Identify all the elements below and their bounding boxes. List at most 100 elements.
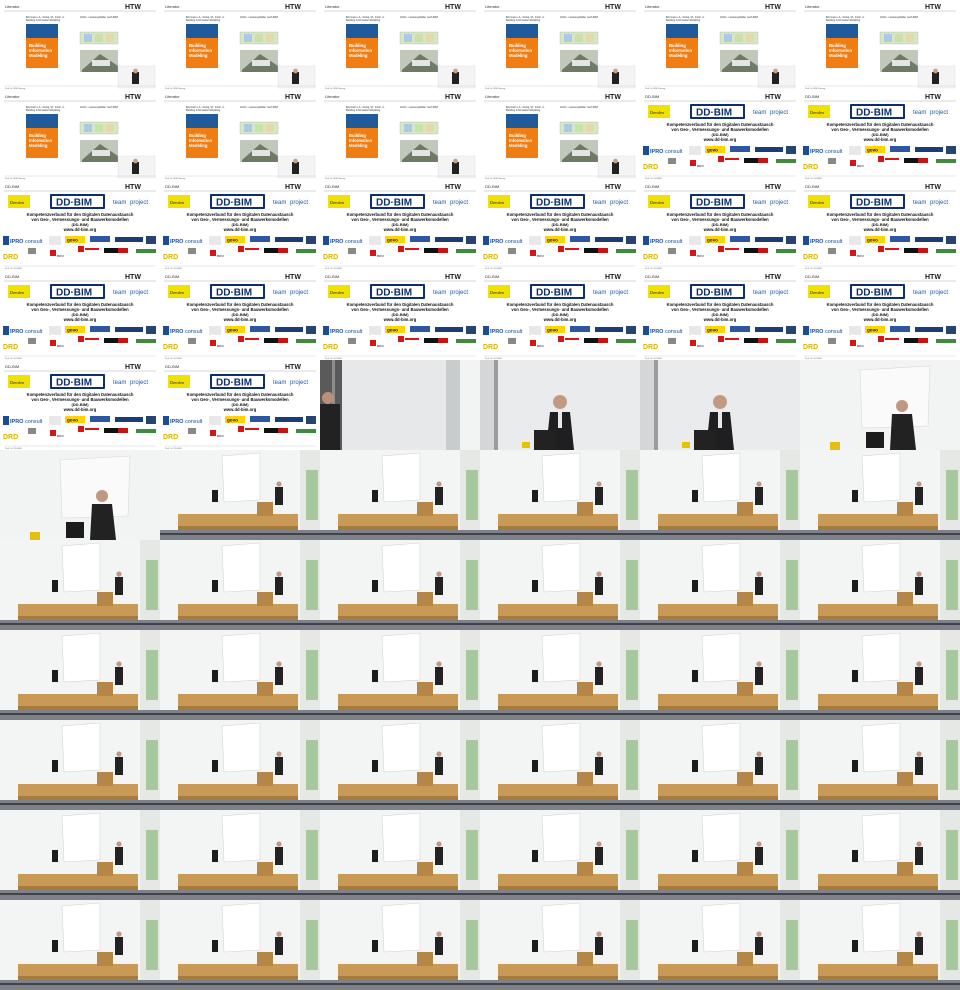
projection-screen bbox=[221, 722, 261, 773]
svg-text:DRD: DRD bbox=[643, 164, 658, 171]
slide-header-label: Literatur bbox=[805, 4, 820, 9]
svg-text:Building Information Modeling: Building Information Modeling bbox=[346, 18, 381, 22]
speaker-figure bbox=[915, 841, 923, 865]
slide-url: www.dd-bim.org bbox=[703, 137, 737, 142]
slide-header-label: Literatur bbox=[645, 4, 660, 9]
svg-text:DRD: DRD bbox=[323, 344, 338, 351]
stage-desk bbox=[338, 604, 458, 620]
htw-logo: HTW bbox=[285, 4, 301, 11]
partner-logos-row-1: IPRO consult govo bbox=[643, 326, 796, 335]
svg-text:Prof. Dr. BIM Vortrag: Prof. Dr. BIM Vortrag bbox=[325, 87, 346, 90]
svg-text:IPRO: IPRO bbox=[170, 329, 184, 335]
svg-text:Dresden: Dresden bbox=[330, 290, 345, 295]
projection-screen bbox=[381, 722, 421, 773]
book-cover: Building Information Modeling bbox=[26, 24, 58, 68]
svg-text:Prof. Dr. DD-BIM: Prof. Dr. DD-BIM bbox=[5, 447, 22, 450]
speaker-figure bbox=[595, 481, 603, 505]
building-render bbox=[240, 50, 278, 72]
slide-url: www.dd-bim.org bbox=[63, 407, 97, 412]
slide-header-label: DD-BIM bbox=[645, 184, 659, 189]
frame-ddbim-slide-24: DD-BIM HTW Dresden DD·BIM team project K… bbox=[800, 270, 960, 360]
svg-text:Building: Building bbox=[829, 43, 846, 48]
svg-text:consult: consult bbox=[825, 239, 843, 245]
diagram-image bbox=[559, 121, 599, 135]
building-render bbox=[240, 140, 278, 162]
projection-screen bbox=[541, 902, 581, 953]
partner-logos-row-2: DRD BDVI bbox=[803, 246, 956, 261]
stage-desk bbox=[18, 964, 138, 980]
slide-headline: Kompetenzverbund für den Digitalen Daten… bbox=[187, 212, 294, 217]
ddbim-logo: DD·BIM bbox=[210, 194, 265, 209]
svg-text:Building: Building bbox=[509, 133, 526, 138]
svg-text:Modeling: Modeling bbox=[349, 143, 368, 148]
htw-logo: HTW bbox=[445, 184, 461, 191]
svg-text:team: team bbox=[113, 200, 126, 206]
teamproject-logo: team project bbox=[113, 200, 148, 206]
svg-text:DRD: DRD bbox=[3, 254, 18, 261]
projection-screen bbox=[701, 812, 741, 863]
slide-url: www.dd-bim.org bbox=[223, 227, 257, 232]
htw-logo: HTW bbox=[925, 94, 941, 101]
slide-url: www.dd-bim.org bbox=[543, 227, 577, 232]
svg-text:von Geo-, Vermessungs- und Bau: von Geo-, Vermessungs- und Bauwerksmodel… bbox=[671, 217, 769, 222]
svg-text:DRD: DRD bbox=[643, 344, 658, 351]
projection-screen bbox=[221, 632, 261, 683]
partner-logos-row-1: IPRO consult govo bbox=[3, 416, 156, 425]
svg-text:HOAI - Leistungsbilder nach BI: HOAI - Leistungsbilder nach BIM bbox=[240, 15, 278, 19]
projection-screen bbox=[221, 902, 261, 953]
slide-header-label: DD-BIM bbox=[325, 184, 339, 189]
teamproject-logo: team project bbox=[593, 290, 628, 296]
htw-logo: HTW bbox=[125, 364, 141, 371]
svg-text:Information: Information bbox=[509, 48, 532, 53]
svg-text:IPRO: IPRO bbox=[330, 239, 344, 245]
speaker-figure bbox=[595, 571, 603, 595]
teamproject-logo: team project bbox=[273, 200, 308, 206]
svg-text:project: project bbox=[130, 200, 148, 206]
frame-speaker-at-lectern-29 bbox=[640, 360, 800, 450]
frame-lecture-hall-wide-46 bbox=[480, 630, 640, 720]
svg-text:Information: Information bbox=[29, 138, 52, 143]
speaker-figure bbox=[435, 571, 443, 595]
partner-logos-row-1: IPRO consult govo bbox=[163, 416, 316, 425]
stage-desk bbox=[498, 784, 618, 800]
dresden-logo: Dresden bbox=[488, 195, 510, 208]
dresden-logo: Dresden bbox=[808, 285, 830, 298]
dresden-logo: Dresden bbox=[808, 195, 830, 208]
svg-text:Dresden: Dresden bbox=[650, 290, 665, 295]
svg-text:Prof. Dr. BIM Vortrag: Prof. Dr. BIM Vortrag bbox=[325, 177, 346, 180]
teamproject-logo: team project bbox=[113, 290, 148, 296]
partner-logos-row-1: IPRO consult govo bbox=[3, 236, 156, 245]
svg-text:Building Information Modeling: Building Information Modeling bbox=[346, 108, 381, 112]
svg-text:Dresden: Dresden bbox=[810, 290, 825, 295]
htw-logo: HTW bbox=[285, 364, 301, 371]
svg-text:DRD: DRD bbox=[483, 344, 498, 351]
speaker-figure bbox=[275, 481, 283, 505]
svg-text:project: project bbox=[130, 290, 148, 296]
partner-logos-row-1: IPRO consult govo bbox=[163, 326, 316, 335]
svg-text:govo: govo bbox=[67, 418, 78, 423]
slide-headline: Kompetenzverbund für den Digitalen Daten… bbox=[347, 212, 454, 217]
slide-header-label: Literatur bbox=[5, 4, 20, 9]
speaker-inset bbox=[757, 65, 796, 89]
projection-screen bbox=[541, 542, 581, 593]
frame-speaker-laptop-31 bbox=[0, 450, 160, 540]
partner-logos-row-2: DRD BDVI bbox=[163, 336, 316, 351]
frame-lecture-hall-closeup-27 bbox=[320, 360, 480, 450]
svg-text:Prof. Dr. BIM Vortrag: Prof. Dr. BIM Vortrag bbox=[5, 177, 26, 180]
svg-text:DD·BIM: DD·BIM bbox=[696, 108, 732, 119]
svg-text:DD·BIM: DD·BIM bbox=[376, 198, 412, 209]
frame-literature-slide-1: Literatur HTW Building Information Model… bbox=[0, 0, 160, 90]
frame-literature-slide-8: Literatur HTW Building Information Model… bbox=[160, 90, 320, 180]
frame-lecture-hall-wide-42 bbox=[800, 540, 960, 630]
svg-text:project: project bbox=[930, 110, 948, 116]
partner-logos-row-1: IPRO consult govo bbox=[163, 236, 316, 245]
svg-text:Dresden: Dresden bbox=[10, 200, 25, 205]
svg-text:BDVI: BDVI bbox=[57, 254, 64, 258]
frame-lecture-hall-wide-63 bbox=[320, 900, 480, 990]
teamproject-logo: team project bbox=[433, 290, 468, 296]
svg-text:Borrmann, A.; König, M.; Koch,: Borrmann, A.; König, M.; Koch, C. bbox=[26, 105, 65, 109]
frame-literature-slide-7: Literatur HTW Building Information Model… bbox=[0, 90, 160, 180]
teamproject-logo: team project bbox=[273, 290, 308, 296]
svg-text:govo: govo bbox=[227, 238, 238, 243]
speaker-figure bbox=[275, 751, 283, 775]
